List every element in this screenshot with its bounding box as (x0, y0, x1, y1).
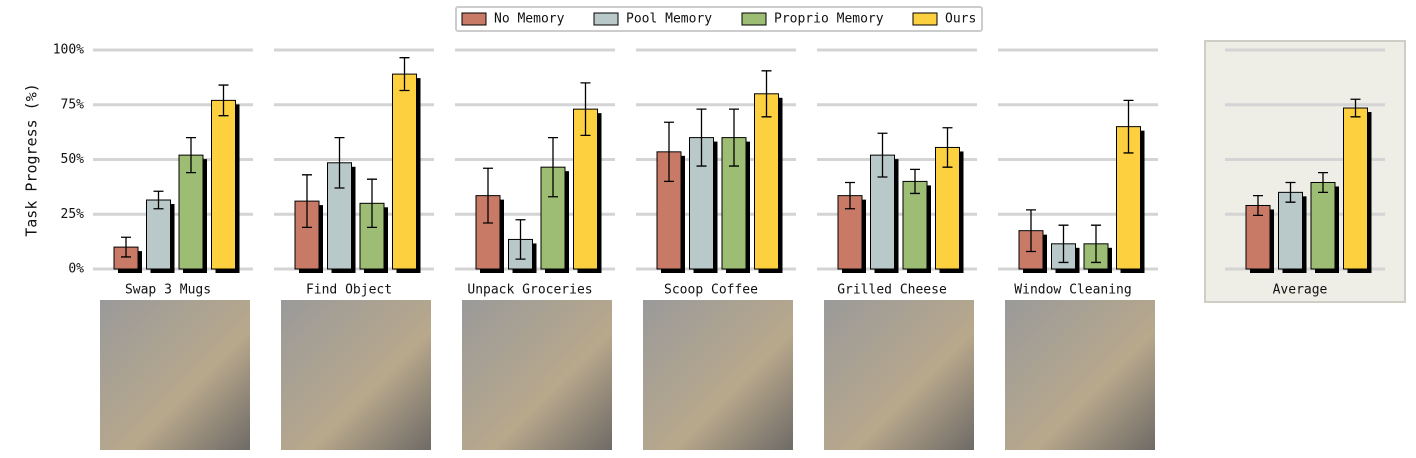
error-bar (367, 178, 377, 229)
error-bar (910, 168, 920, 195)
error-bar (515, 219, 526, 260)
error-bar (153, 190, 164, 210)
y-tick-label: 25% (61, 207, 85, 222)
bar (902, 180, 928, 270)
legend-label: Pool Memory (626, 12, 712, 27)
error-bar (877, 132, 888, 178)
y-tick-label: 50% (61, 152, 85, 167)
y-tick-label: 100% (53, 43, 84, 58)
error-bar (334, 136, 345, 189)
error-bar (1318, 171, 1328, 193)
error-bar (696, 108, 707, 167)
error-bar (1350, 98, 1361, 118)
y-tick-label: 75% (61, 97, 85, 112)
error-bar (399, 57, 410, 92)
legend-label: Ours (945, 12, 976, 27)
panel-title: Unpack Groceries (467, 283, 592, 298)
panel-title: Find Object (306, 283, 392, 298)
bar (1343, 107, 1368, 270)
error-bar (121, 236, 131, 258)
error-bar (186, 136, 196, 174)
y-axis-label: Task Progress (%) (23, 83, 41, 237)
bar (392, 73, 417, 270)
bar (754, 93, 779, 270)
legend-label: No Memory (494, 12, 565, 27)
legend-swatch (912, 12, 938, 26)
legend-label: Proprio Memory (774, 12, 884, 27)
bar (178, 154, 204, 270)
error-bar (729, 108, 739, 167)
error-bar (1285, 181, 1296, 203)
error-bar (942, 127, 953, 168)
panel-title: Average (1273, 283, 1328, 298)
task-photo (281, 300, 431, 450)
task-photo (462, 300, 612, 450)
error-bar (218, 84, 229, 117)
task-photo (100, 300, 250, 450)
error-bar (1123, 99, 1134, 154)
task-photo (1005, 300, 1155, 450)
legend-swatch (741, 12, 767, 26)
bar (1278, 191, 1303, 270)
error-bar (1026, 209, 1036, 253)
error-bar (664, 121, 674, 183)
panel-title: Window Cleaning (1014, 283, 1131, 298)
error-bar (1091, 224, 1101, 264)
panel-title: Scoop Coffee (664, 283, 758, 298)
panel-title: Grilled Cheese (837, 283, 947, 298)
task-photo (643, 300, 793, 450)
bar (211, 99, 236, 270)
bar (1310, 181, 1336, 270)
panel-title: Swap 3 Mugs (125, 283, 211, 298)
error-bar (845, 181, 855, 210)
error-bar (548, 136, 558, 198)
error-bar (761, 70, 772, 118)
error-bar (483, 167, 493, 224)
legend-box (455, 6, 983, 32)
task-photo (824, 300, 974, 450)
legend-swatch (461, 12, 487, 26)
legend-swatch (593, 12, 619, 26)
bar (146, 199, 171, 270)
error-bar (580, 82, 591, 137)
y-tick-label: 0% (68, 262, 84, 277)
error-bar (302, 174, 312, 229)
error-bar (1058, 224, 1069, 264)
error-bar (1253, 194, 1263, 216)
